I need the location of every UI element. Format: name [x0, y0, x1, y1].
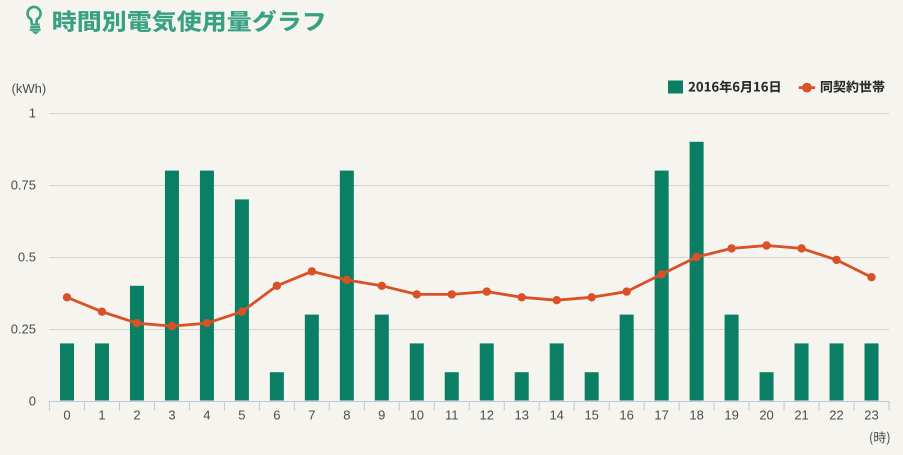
svg-text:17: 17 [654, 408, 668, 423]
svg-text:8: 8 [343, 408, 350, 423]
svg-text:19: 19 [724, 408, 738, 423]
svg-text:1: 1 [29, 106, 36, 121]
svg-text:0: 0 [63, 408, 70, 423]
svg-text:0: 0 [29, 394, 36, 409]
svg-text:0.75: 0.75 [11, 178, 36, 193]
svg-text:11: 11 [445, 408, 459, 423]
svg-text:22: 22 [829, 408, 843, 423]
svg-text:10: 10 [410, 408, 424, 423]
svg-text:6: 6 [273, 408, 280, 423]
svg-text:15: 15 [584, 408, 598, 423]
svg-text:23: 23 [864, 408, 878, 423]
svg-text:12: 12 [480, 408, 494, 423]
svg-text:13: 13 [514, 408, 528, 423]
svg-text:14: 14 [549, 408, 563, 423]
svg-text:18: 18 [689, 408, 703, 423]
svg-text:0.25: 0.25 [11, 322, 36, 337]
svg-text:4: 4 [203, 408, 210, 423]
svg-text:21: 21 [794, 408, 808, 423]
svg-text:5: 5 [238, 408, 245, 423]
svg-text:(kWh): (kWh) [12, 81, 47, 96]
svg-text:1: 1 [98, 408, 105, 423]
svg-text:3: 3 [168, 408, 175, 423]
svg-text:9: 9 [378, 408, 385, 423]
svg-text:2: 2 [133, 408, 140, 423]
svg-text:20: 20 [759, 408, 773, 423]
svg-text:16: 16 [619, 408, 633, 423]
svg-text:7: 7 [308, 408, 315, 423]
svg-text:0.5: 0.5 [18, 250, 36, 265]
